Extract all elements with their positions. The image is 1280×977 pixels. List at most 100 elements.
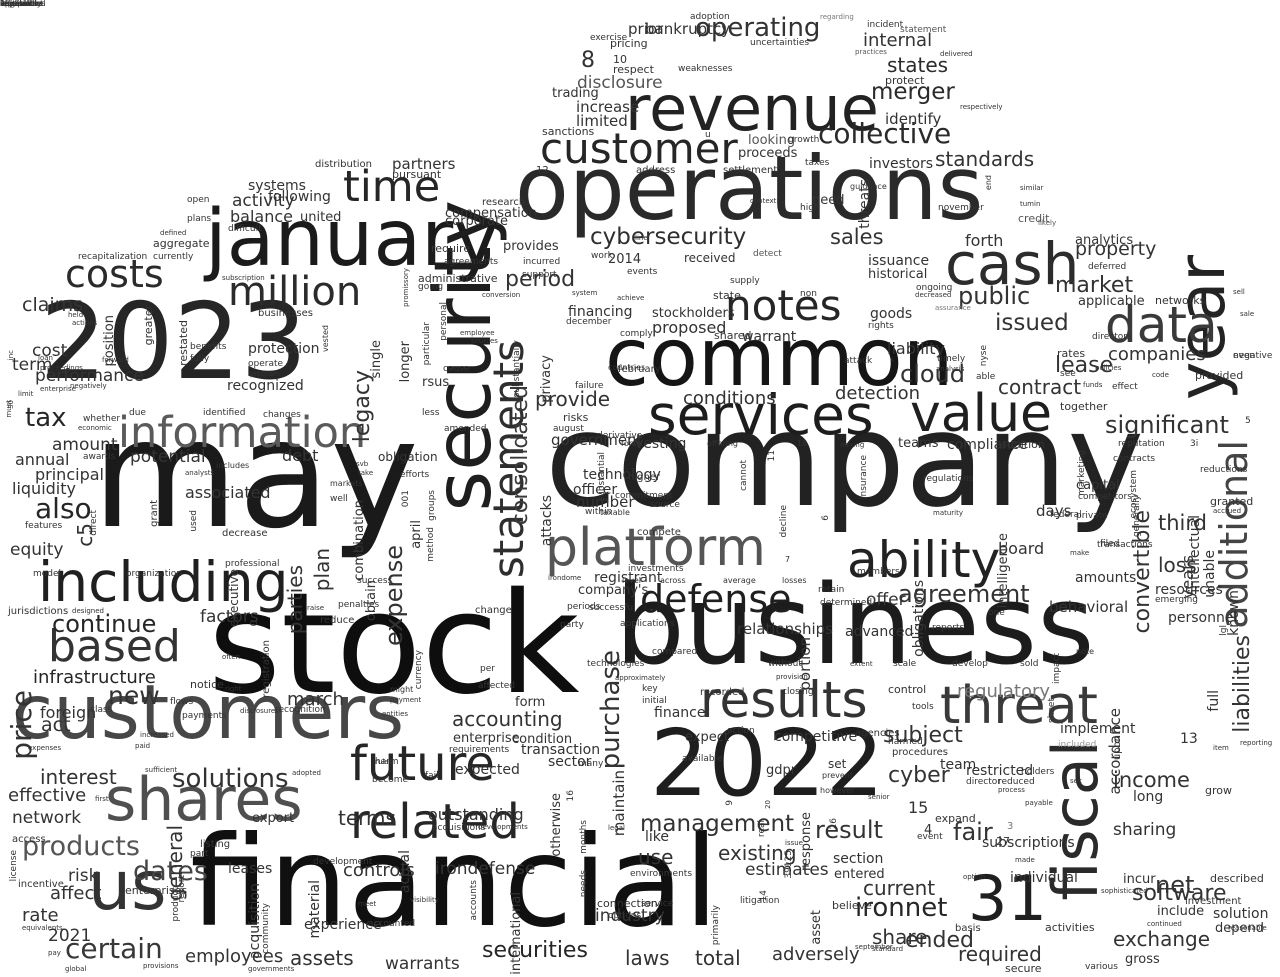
word-cloud-word: members — [857, 567, 900, 577]
word-cloud-word: continue — [52, 610, 157, 638]
word-cloud-word: full — [1206, 690, 1222, 712]
word-cloud-word: described — [1210, 872, 1264, 885]
word-cloud-word: holders — [1021, 767, 1055, 777]
word-cloud-word: pursuant — [392, 168, 442, 181]
word-cloud-word: vested — [321, 325, 330, 352]
word-cloud-word: administrative — [418, 272, 498, 285]
word-cloud-word: able — [976, 372, 996, 382]
word-cloud-word: source — [650, 500, 680, 510]
word-cloud-word: director — [966, 777, 1001, 787]
word-cloud-word: companies — [1108, 344, 1206, 365]
word-cloud-word: loss — [1158, 553, 1197, 577]
word-cloud-word: notes — [725, 281, 842, 330]
word-cloud-word: tumin — [1020, 200, 1041, 208]
word-cloud-word: solution — [1213, 906, 1269, 922]
word-cloud-word: decline — [779, 505, 789, 538]
word-cloud-word: vesting — [635, 436, 687, 452]
word-cloud-word: events — [627, 267, 658, 277]
word-cloud-word: new — [108, 681, 160, 710]
word-cloud-word: commitment — [615, 491, 673, 501]
word-cloud-word: required — [958, 942, 1042, 966]
word-cloud-word: based — [48, 621, 181, 672]
word-cloud-word: incident — [867, 20, 904, 30]
word-cloud-word: addition — [1000, 438, 1045, 451]
word-cloud-word: personal — [439, 302, 449, 341]
word-cloud-word: cyber — [888, 763, 950, 788]
word-cloud-word: intelligence — [996, 533, 1011, 609]
word-cloud-word: contracts — [1113, 454, 1156, 464]
word-cloud-word: funds — [1083, 381, 1103, 389]
word-cloud-word: expect — [685, 730, 729, 745]
word-cloud-word: enterprises — [125, 884, 188, 897]
word-cloud-word: 6 — [821, 515, 831, 521]
word-cloud-word: period — [505, 267, 576, 292]
word-cloud-word: tax — [25, 403, 67, 433]
word-cloud-word: settlement — [723, 165, 778, 176]
word-cloud-word: extent — [850, 660, 873, 668]
word-cloud-word: affect — [50, 883, 102, 904]
word-cloud-word: incentive — [18, 879, 64, 890]
word-cloud-word: requirements — [449, 745, 510, 755]
word-cloud-word: control — [888, 683, 927, 696]
word-cloud-word: interest — [40, 765, 117, 789]
word-cloud-word: take — [358, 469, 374, 477]
word-cloud-word: warrants — [385, 954, 460, 974]
word-cloud-word: k — [890, 356, 895, 364]
word-cloud-word: offer — [866, 590, 906, 610]
word-cloud-word: include — [1157, 904, 1205, 919]
word-cloud-word: sheet — [1047, 698, 1057, 723]
word-cloud-word: sharing — [1113, 820, 1177, 840]
word-cloud-word: offering — [707, 439, 738, 448]
word-cloud-word: identified — [203, 408, 246, 418]
word-cloud-word: rsus — [422, 375, 450, 390]
word-cloud-word: total — [695, 946, 741, 970]
word-cloud-word: recapitalization — [78, 252, 148, 262]
word-cloud-word: attract — [0, 0, 27, 8]
word-cloud-word: 26 — [829, 818, 839, 830]
word-cloud-word: ecosystem — [1129, 470, 1139, 519]
word-cloud-word: notice — [190, 678, 224, 691]
word-cloud-word: success — [357, 576, 393, 586]
word-cloud-word: jurisdictions — [8, 606, 69, 617]
word-cloud-word: insurance — [859, 455, 869, 500]
word-cloud-word: currently — [153, 252, 194, 262]
word-cloud-word: sufficient — [145, 766, 178, 774]
word-cloud-word: make — [1070, 549, 1090, 557]
word-cloud-word: across — [660, 576, 686, 585]
word-cloud-word: reasonable — [1228, 924, 1267, 932]
word-cloud-word: meet — [358, 900, 377, 908]
word-cloud-word: sales — [830, 225, 884, 249]
word-cloud-word: securities — [482, 938, 588, 963]
word-cloud-word: 20 — [764, 800, 772, 809]
word-cloud-word: svb — [356, 460, 369, 468]
word-cloud-word: private — [1076, 511, 1108, 521]
word-cloud-word: recognition — [275, 705, 326, 715]
word-cloud-word: adversely — [772, 944, 860, 965]
word-cloud-word: goods — [870, 306, 913, 322]
word-cloud-word: tools — [912, 702, 934, 712]
word-cloud-word: relationships — [737, 620, 833, 638]
word-cloud-word: certain — [65, 932, 163, 965]
word-cloud-word: also — [35, 492, 92, 525]
word-cloud-word: process — [998, 786, 1025, 794]
word-cloud-word: taxable — [600, 508, 630, 517]
word-cloud-word: code — [1152, 371, 1169, 379]
word-cloud-word: action — [727, 726, 755, 736]
word-cloud-word: going — [418, 282, 444, 292]
word-cloud-word: consolidated — [508, 385, 533, 526]
word-cloud-word: may — [92, 388, 419, 562]
word-cloud-word: litigation — [740, 896, 780, 906]
word-cloud-word: achieve — [617, 294, 645, 302]
word-cloud-word: analysts — [185, 469, 215, 477]
word-cloud-word: delivered — [940, 50, 973, 58]
word-cloud-word: significant — [1105, 411, 1229, 439]
word-cloud-word: features — [25, 521, 63, 531]
word-cloud-word: marketing — [1077, 450, 1087, 496]
word-cloud-word: information — [118, 408, 367, 458]
word-cloud-word: periods — [567, 602, 601, 612]
word-cloud-word: accrued — [1213, 507, 1242, 515]
word-cloud-word: provide — [535, 387, 611, 411]
word-cloud-word: expected — [455, 762, 520, 778]
word-cloud-word: defense — [640, 577, 792, 621]
word-cloud-word: directors — [1092, 332, 1132, 342]
